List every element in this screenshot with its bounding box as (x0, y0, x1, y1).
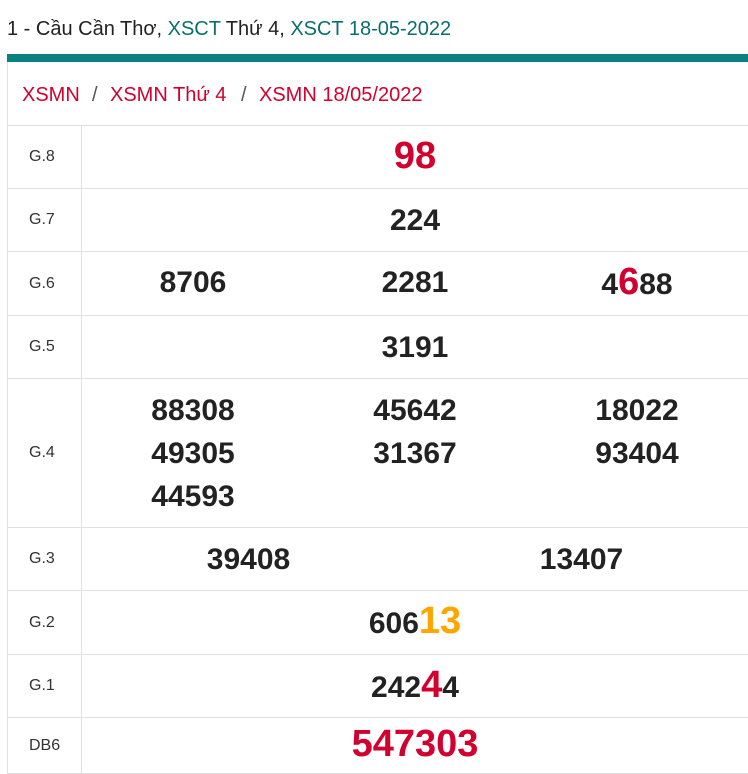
prize-values: 224 (81, 188, 748, 252)
number-part: 13 (418, 600, 462, 642)
lottery-number: 4688 (526, 261, 748, 306)
prize-values: 98 (81, 125, 748, 189)
lottery-number: 24244 (82, 664, 748, 709)
number-part: 13407 (539, 542, 624, 576)
number-part: 88 (639, 268, 673, 301)
prize-row: G.2 60613 (7, 590, 748, 655)
lottery-number (526, 475, 748, 518)
prize-label: DB6 (7, 717, 82, 774)
lottery-number: 8706 (82, 261, 304, 306)
prize-row: DB6 547303 (7, 717, 748, 774)
prize-label: G.7 (7, 188, 82, 252)
lottery-number: 49305 (82, 432, 304, 475)
prize-row: G.7 224 (7, 188, 748, 252)
results-table: G.8 98 G.7 224 G.6 8706 2281 4688 G.5 3191 G.4 8830… (7, 125, 748, 774)
prize-row: G.3 39408 13407 (7, 527, 748, 591)
number-part: 88308 (151, 393, 235, 427)
number-row: 44593 (82, 475, 748, 518)
number-part: 49305 (151, 436, 235, 470)
prize-row: G.6 8706 2281 4688 (7, 251, 748, 316)
number-part: 3191 (381, 330, 449, 364)
lottery-number: 93404 (526, 432, 748, 475)
prize-row: G.4 88308 45642 18022 49305 31367 93404 44593 (7, 378, 748, 528)
prize-label: G.4 (7, 378, 82, 528)
prize-values: 547303 (81, 717, 748, 774)
number-row: 24244 (82, 664, 748, 709)
prize-values: 24244 (81, 654, 748, 718)
number-part: 93404 (595, 436, 679, 470)
lottery-number: 547303 (82, 723, 748, 768)
number-part: 31367 (373, 436, 457, 470)
number-part: 44593 (151, 479, 235, 513)
prize-values: 39408 13407 (81, 527, 748, 591)
number-row: 98 (82, 135, 748, 180)
number-row: 8706 2281 4688 (82, 261, 748, 306)
number-part: 18022 (595, 393, 679, 427)
lottery-number: 2281 (304, 261, 526, 306)
lottery-number: 31367 (304, 432, 526, 475)
number-row: 224 (82, 199, 748, 242)
prize-row: G.5 3191 (7, 315, 748, 379)
xsct-date-link[interactable]: XSCT 18-05-2022 (290, 18, 452, 40)
breadcrumb: XSMN / XSMN Thứ 4 / XSMN 18/05/2022 (7, 62, 747, 125)
number-part: 606 (368, 607, 419, 640)
number-row: 88308 45642 18022 (82, 389, 748, 432)
number-row: 39408 13407 (82, 538, 748, 581)
number-part: 45642 (373, 393, 457, 427)
lottery-number: 45642 (304, 389, 526, 432)
number-part: 547303 (351, 723, 479, 765)
breadcrumb-xsmn-thu4[interactable]: XSMN Thứ 4 (110, 84, 227, 106)
lottery-number: 13407 (415, 538, 748, 581)
lottery-number: 98 (82, 135, 748, 180)
lottery-number (304, 475, 526, 518)
number-part: 6 (618, 261, 640, 303)
lottery-number: 44593 (82, 475, 304, 518)
lottery-number: 224 (82, 199, 748, 242)
number-part: 224 (389, 203, 441, 237)
number-part: 39408 (206, 542, 291, 576)
number-row: 3191 (82, 326, 748, 369)
breadcrumb-xsmn-date[interactable]: XSMN 18/05/2022 (259, 84, 423, 106)
number-part: 4 (421, 663, 443, 706)
prize-label: G.5 (7, 315, 82, 379)
number-part: 242 (371, 670, 422, 704)
number-part: 2281 (381, 266, 449, 299)
lottery-number: 60613 (82, 600, 748, 645)
page-heading: 1 - Cầu Cần Thơ, XSCT Thứ 4, XSCT 18-05-… (7, 18, 451, 41)
xsct-link[interactable]: XSCT (167, 18, 221, 40)
breadcrumb-separator: / (92, 84, 98, 106)
number-part: 4 (442, 670, 459, 704)
number-row: 60613 (82, 600, 748, 645)
prize-values: 60613 (81, 590, 748, 655)
heading-text: 1 - Cầu Cần Thơ, (7, 18, 168, 40)
number-row: 547303 (82, 723, 748, 768)
breadcrumb-xsmn[interactable]: XSMN (22, 84, 80, 106)
prize-row: G.1 24244 (7, 654, 748, 718)
prize-values: 3191 (81, 315, 748, 379)
number-part: 8706 (159, 266, 227, 299)
prize-label: G.1 (7, 654, 82, 718)
prize-label: G.8 (7, 125, 82, 189)
prize-row: G.8 98 (7, 125, 748, 189)
prize-values: 88308 45642 18022 49305 31367 93404 44593 (81, 378, 748, 528)
prize-label: G.2 (7, 590, 82, 655)
number-row: 49305 31367 93404 (82, 432, 748, 475)
lottery-number: 88308 (82, 389, 304, 432)
lottery-number: 39408 (82, 538, 415, 581)
prize-label: G.6 (7, 251, 82, 316)
lottery-number: 3191 (82, 326, 748, 369)
breadcrumb-separator: / (241, 84, 247, 106)
prize-label: G.3 (7, 527, 82, 591)
accent-bar (7, 54, 748, 62)
heading-text: Thứ 4, (220, 18, 291, 40)
prize-values: 8706 2281 4688 (81, 251, 748, 316)
lottery-number: 18022 (526, 389, 748, 432)
number-part: 98 (393, 134, 437, 177)
number-part: 4 (601, 268, 619, 301)
